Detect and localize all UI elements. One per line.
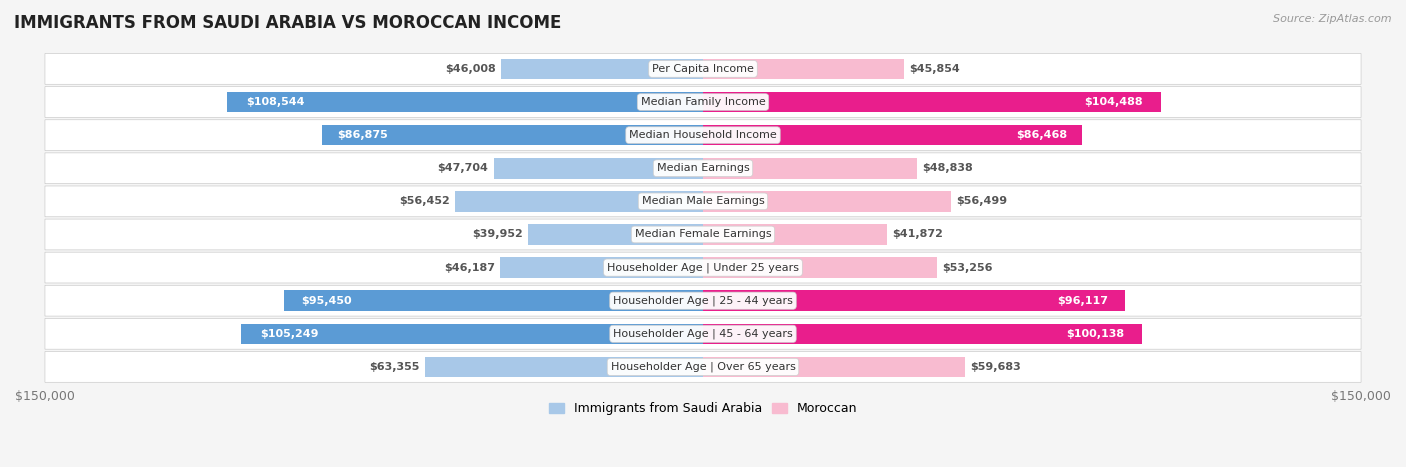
Text: Median Family Income: Median Family Income xyxy=(641,97,765,107)
Bar xyxy=(703,224,887,245)
Text: $46,187: $46,187 xyxy=(444,262,495,273)
Bar xyxy=(242,324,703,344)
Text: Median Female Earnings: Median Female Earnings xyxy=(634,229,772,240)
Text: $39,952: $39,952 xyxy=(471,229,523,240)
Text: $56,452: $56,452 xyxy=(399,196,450,206)
Text: $96,117: $96,117 xyxy=(1057,296,1108,306)
Text: $46,008: $46,008 xyxy=(446,64,496,74)
Text: Median Earnings: Median Earnings xyxy=(657,163,749,173)
Text: $45,854: $45,854 xyxy=(910,64,960,74)
Text: $59,683: $59,683 xyxy=(970,362,1021,372)
Bar xyxy=(703,257,936,278)
FancyBboxPatch shape xyxy=(45,120,1361,150)
Text: Householder Age | Over 65 years: Householder Age | Over 65 years xyxy=(610,361,796,372)
Bar xyxy=(703,324,1142,344)
Text: $86,468: $86,468 xyxy=(1017,130,1067,140)
Bar xyxy=(501,257,703,278)
Bar xyxy=(703,125,1083,145)
FancyBboxPatch shape xyxy=(45,219,1361,250)
Text: Householder Age | Under 25 years: Householder Age | Under 25 years xyxy=(607,262,799,273)
Bar xyxy=(456,191,703,212)
FancyBboxPatch shape xyxy=(45,54,1361,85)
Text: $53,256: $53,256 xyxy=(942,262,993,273)
Bar xyxy=(284,290,703,311)
FancyBboxPatch shape xyxy=(45,352,1361,382)
Text: Per Capita Income: Per Capita Income xyxy=(652,64,754,74)
FancyBboxPatch shape xyxy=(45,252,1361,283)
Bar xyxy=(527,224,703,245)
Bar xyxy=(703,290,1125,311)
Bar xyxy=(703,158,917,178)
Text: Householder Age | 45 - 64 years: Householder Age | 45 - 64 years xyxy=(613,329,793,339)
FancyBboxPatch shape xyxy=(45,87,1361,117)
FancyBboxPatch shape xyxy=(45,153,1361,184)
Bar xyxy=(703,92,1161,112)
Text: $47,704: $47,704 xyxy=(437,163,488,173)
Bar xyxy=(501,59,703,79)
Text: $48,838: $48,838 xyxy=(922,163,973,173)
Text: Median Household Income: Median Household Income xyxy=(628,130,778,140)
Bar xyxy=(494,158,703,178)
FancyBboxPatch shape xyxy=(45,285,1361,316)
Bar xyxy=(425,357,703,377)
Text: $104,488: $104,488 xyxy=(1084,97,1143,107)
Bar xyxy=(322,125,703,145)
Text: $108,544: $108,544 xyxy=(246,97,304,107)
Bar xyxy=(703,357,965,377)
Text: $41,872: $41,872 xyxy=(891,229,943,240)
Bar xyxy=(703,191,950,212)
Legend: Immigrants from Saudi Arabia, Moroccan: Immigrants from Saudi Arabia, Moroccan xyxy=(544,397,862,420)
Text: $86,875: $86,875 xyxy=(337,130,388,140)
Text: $95,450: $95,450 xyxy=(301,296,352,306)
Text: $56,499: $56,499 xyxy=(956,196,1007,206)
Text: $63,355: $63,355 xyxy=(370,362,420,372)
Text: Householder Age | 25 - 44 years: Householder Age | 25 - 44 years xyxy=(613,296,793,306)
Text: $100,138: $100,138 xyxy=(1067,329,1125,339)
FancyBboxPatch shape xyxy=(45,186,1361,217)
Bar xyxy=(703,59,904,79)
Text: $105,249: $105,249 xyxy=(260,329,318,339)
FancyBboxPatch shape xyxy=(45,318,1361,349)
Text: Median Male Earnings: Median Male Earnings xyxy=(641,196,765,206)
Text: Source: ZipAtlas.com: Source: ZipAtlas.com xyxy=(1274,14,1392,24)
Text: IMMIGRANTS FROM SAUDI ARABIA VS MOROCCAN INCOME: IMMIGRANTS FROM SAUDI ARABIA VS MOROCCAN… xyxy=(14,14,561,32)
Bar xyxy=(226,92,703,112)
